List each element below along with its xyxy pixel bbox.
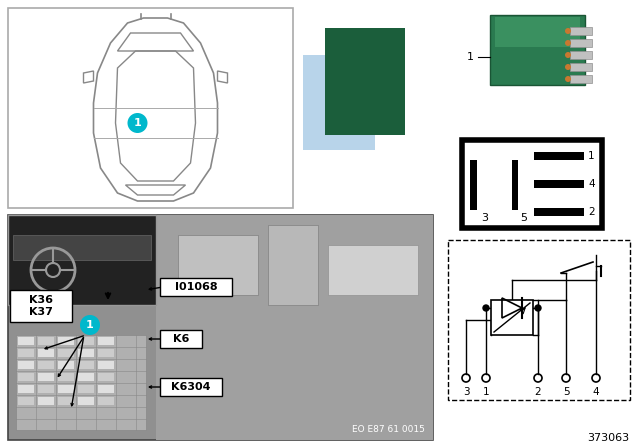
Bar xyxy=(160,378,222,396)
Bar xyxy=(18,397,34,405)
Bar xyxy=(328,245,418,295)
Bar xyxy=(8,215,156,305)
Bar xyxy=(18,385,34,393)
Text: 4: 4 xyxy=(588,179,595,189)
Bar xyxy=(78,385,94,393)
Text: 1: 1 xyxy=(134,118,141,128)
Bar xyxy=(570,75,592,83)
Bar xyxy=(78,337,94,345)
Text: K6304: K6304 xyxy=(172,382,211,392)
Bar xyxy=(38,373,54,381)
Bar xyxy=(58,361,74,369)
Bar xyxy=(10,290,72,322)
Bar xyxy=(98,373,114,381)
Circle shape xyxy=(565,64,571,70)
Bar xyxy=(491,300,533,335)
Bar xyxy=(78,361,94,369)
Text: 373063: 373063 xyxy=(587,433,629,443)
Circle shape xyxy=(565,52,571,58)
Bar xyxy=(534,152,584,160)
Bar xyxy=(13,235,151,260)
Bar xyxy=(570,63,592,71)
Text: 5: 5 xyxy=(563,387,570,397)
Text: K36: K36 xyxy=(29,295,53,305)
Bar xyxy=(160,330,202,348)
Bar xyxy=(512,160,518,210)
Bar xyxy=(490,15,585,85)
Bar xyxy=(178,235,258,295)
Bar xyxy=(462,140,602,228)
Bar xyxy=(98,361,114,369)
Bar xyxy=(58,385,74,393)
Text: 4: 4 xyxy=(593,387,599,397)
Bar xyxy=(58,337,74,345)
Bar xyxy=(534,208,584,216)
Bar xyxy=(58,373,74,381)
Bar xyxy=(160,278,232,296)
Bar xyxy=(495,17,580,47)
Bar xyxy=(448,240,630,400)
Bar xyxy=(470,160,477,210)
Bar xyxy=(58,397,74,405)
Bar xyxy=(156,215,433,440)
Circle shape xyxy=(565,28,571,34)
Bar xyxy=(18,337,34,345)
Bar xyxy=(78,397,94,405)
Bar xyxy=(78,349,94,357)
Bar xyxy=(38,337,54,345)
Bar xyxy=(18,373,34,381)
Text: K37: K37 xyxy=(29,307,53,317)
Bar xyxy=(570,27,592,35)
Bar xyxy=(38,397,54,405)
Text: 1: 1 xyxy=(483,387,490,397)
Circle shape xyxy=(127,113,147,133)
Bar xyxy=(8,215,433,440)
Text: EO E87 61 0015: EO E87 61 0015 xyxy=(352,426,425,435)
Bar xyxy=(570,39,592,47)
Bar xyxy=(38,361,54,369)
Circle shape xyxy=(483,305,489,311)
Text: 1: 1 xyxy=(467,52,474,62)
Circle shape xyxy=(80,315,100,335)
Text: 1: 1 xyxy=(588,151,595,161)
Bar xyxy=(78,373,94,381)
Bar xyxy=(98,337,114,345)
Bar xyxy=(98,397,114,405)
Bar xyxy=(98,349,114,357)
Text: 2: 2 xyxy=(534,387,541,397)
Bar xyxy=(38,385,54,393)
Circle shape xyxy=(565,76,571,82)
Bar xyxy=(18,361,34,369)
Bar xyxy=(268,225,318,305)
Text: 3: 3 xyxy=(463,387,469,397)
Bar xyxy=(534,180,584,188)
Circle shape xyxy=(565,40,571,46)
Bar xyxy=(58,349,74,357)
Bar xyxy=(570,51,592,59)
Text: K6: K6 xyxy=(173,334,189,344)
Bar xyxy=(98,385,114,393)
Text: 1: 1 xyxy=(86,320,94,330)
Bar xyxy=(325,28,405,135)
Circle shape xyxy=(535,305,541,311)
Bar xyxy=(38,349,54,357)
Text: I01068: I01068 xyxy=(175,282,218,292)
Bar xyxy=(303,55,375,150)
Bar xyxy=(18,349,34,357)
Text: 5: 5 xyxy=(520,213,527,223)
Bar xyxy=(16,335,146,430)
Bar xyxy=(8,8,293,208)
Text: 2: 2 xyxy=(588,207,595,217)
Text: 3: 3 xyxy=(481,213,488,223)
